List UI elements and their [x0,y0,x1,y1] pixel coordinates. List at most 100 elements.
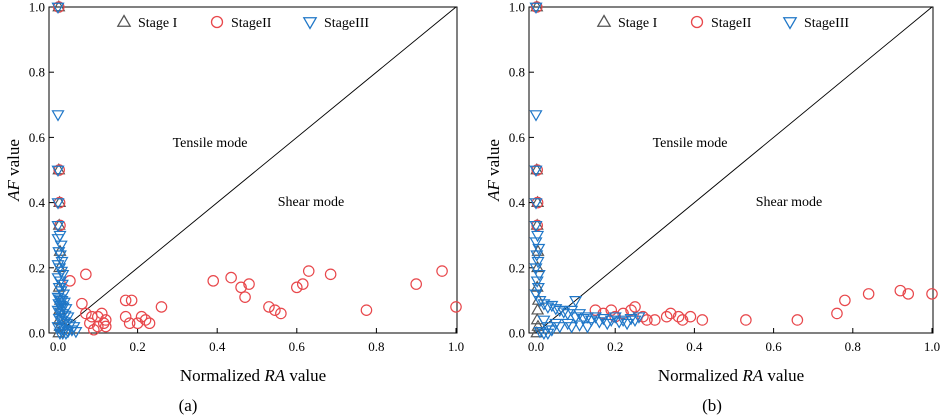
data-point-stageiii [580,312,595,324]
reference-diagonal-line [535,6,933,334]
data-point-stageii [243,278,255,290]
plot-frame [528,6,934,334]
data-point-stageiii [532,269,546,282]
data-points [529,0,938,341]
data-point-stageii [641,314,653,326]
y-tick-label: 1.0 [509,0,525,15]
data-point-stageii [664,307,677,320]
y-tick-label: 0.4 [29,195,46,210]
data-point-stageii [99,314,112,326]
reference-diagonal-line [57,6,457,334]
data-point-stageiii [51,198,65,210]
data-point-stageiii [69,327,83,339]
data-point-stageii [862,288,875,300]
data-point-stageii [125,294,138,307]
legend-label-stage-i: Stage I [138,16,178,31]
data-point-stageii [926,288,938,300]
legend-marker-stage-ii [690,15,704,29]
x-tick-label: 1.0 [448,339,464,354]
data-point-stageiii [51,234,65,246]
data-point-stageii [123,317,136,329]
data-point-stageiii [529,221,543,233]
data-point-stageii [119,310,132,323]
data-point-stageiii [632,312,646,324]
data-point-stageiii [624,313,638,326]
data-point-stageiii [531,256,545,269]
data-point-stageiii [531,282,545,295]
x-tick-label: 0.6 [765,339,782,354]
shear-mode-label: Shear mode [278,195,344,210]
x-tick-label: 0.0 [50,339,66,354]
data-point-stageii [95,307,108,320]
data-points [51,0,462,341]
data-point-stageii [696,314,709,326]
axis-ticks [49,6,457,334]
legend-marker-stage-iii [302,17,318,30]
x-tick-labels: 0.0 0.2 0.4 0.6 0.8 1.0 [528,339,940,354]
legend-label-stage-ii: StageII [231,16,272,31]
data-point-stageii [831,307,843,320]
data-point-stageii [155,301,168,313]
data-point-stageii [99,320,112,333]
data-point-stageii [88,324,100,336]
panel-label: (b) [702,396,722,415]
y-tick-label: 1.0 [29,0,45,15]
tensile-mode-label: Tensile mode [173,136,248,151]
data-point-stageiii [530,276,544,288]
data-point-stageii [324,268,337,281]
panel-a: 0.0 0.2 0.4 0.6 0.8 1.0 0.0 0.2 0.4 0.6 0.8 1.0 Te… [4,0,464,415]
legend-marker-stage-i [116,14,132,27]
y-axis-title: AF value [4,139,23,202]
data-point-stageiii [54,240,68,252]
data-point-stageii [263,301,275,313]
data-point-stageiii [51,110,65,122]
x-tick-label: 0.2 [607,339,623,354]
data-point-stageiii [53,250,67,262]
data-point-stageii [629,301,641,313]
data-point-stageiii [529,110,543,122]
data-point-stageiii [561,318,575,331]
data-point-stageiii [580,322,595,334]
data-point-stageii [902,288,915,300]
data-point-stageii [76,297,88,310]
shear-mode-label: Shear mode [756,195,822,210]
data-point-stageii [143,317,156,329]
legend: Stage I StageII StageIII [116,14,369,31]
legend-label-stage-iii: StageIII [324,16,369,31]
data-point-stageiii [565,322,579,334]
legend-label-stage-ii: StageII [711,16,752,31]
data-point-stageii [684,310,697,323]
legend-label-stage-iii: StageIII [804,16,849,31]
data-point-stageiii [616,315,630,327]
data-point-stageii [450,301,462,313]
y-tick-labels: 0.0 0.2 0.4 0.6 0.8 1.0 [29,0,46,341]
data-point-stageiii [530,250,544,262]
x-axis-title: Normalized RA value [180,366,326,385]
x-tick-labels: 0.0 0.2 0.4 0.6 0.8 1.0 [50,339,464,354]
data-point-stageii [207,275,220,287]
data-point-stageii [791,314,804,326]
data-point-stageiii [531,230,545,243]
data-point-stageiii [55,279,69,292]
y-tick-labels: 0.0 0.2 0.4 0.6 0.8 1.0 [509,0,526,341]
data-point-stageii [290,281,303,294]
y-tick-label: 0.4 [509,195,526,210]
data-point-stageiii [533,296,547,308]
data-point-stageiii [529,198,543,210]
data-point-stageiii [59,328,73,341]
data-point-stageii [64,275,76,287]
data-point-stageiii [529,2,543,15]
x-axis-title: Normalized RA value [658,366,804,385]
data-point-stageii [740,314,752,326]
x-tick-label: 0.6 [289,339,306,354]
x-tick-label: 0.4 [686,339,703,354]
data-point-stageiii [53,230,67,243]
x-tick-label: 1.0 [924,339,940,354]
data-point-stageii [235,281,247,294]
data-point-stageii [275,307,287,320]
x-tick-label: 0.8 [368,339,384,354]
data-point-stageiii [51,165,65,178]
y-tick-label: 0.2 [509,260,525,275]
legend-marker-stage-ii [210,15,224,29]
